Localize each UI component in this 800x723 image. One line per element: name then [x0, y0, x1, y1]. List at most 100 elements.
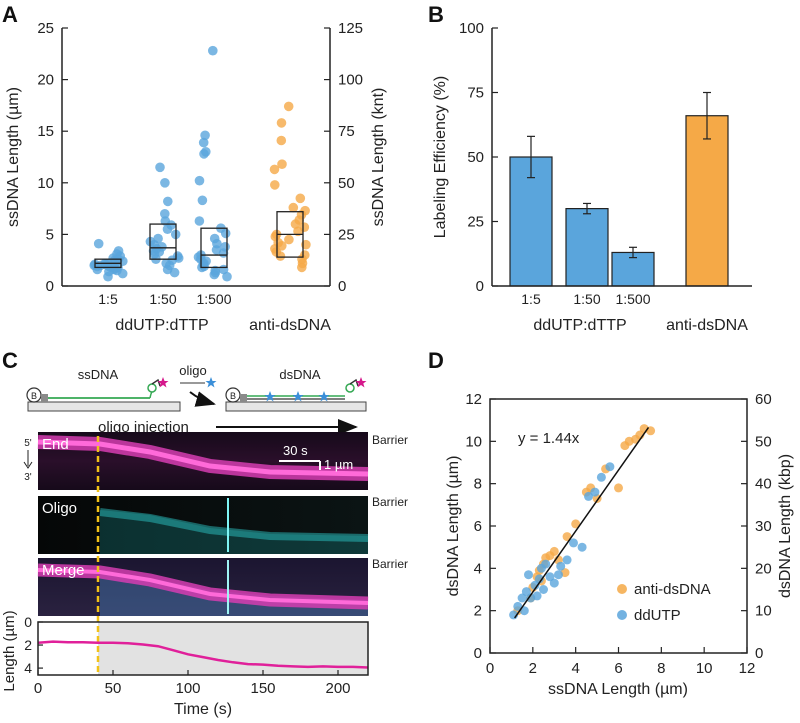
d-xtick-label: 12 [739, 660, 756, 677]
schematic-bound-oligo-star [292, 391, 304, 402]
orientation-arrow-icon [23, 461, 33, 469]
barrier-label-end: Barrier [372, 433, 408, 447]
a-point-1:500 [222, 271, 232, 282]
d-point-ddUTP [521, 587, 531, 597]
kymograph-merge: Merge [37, 558, 369, 616]
a-point-1:5 [93, 238, 104, 249]
panel-a-ylabel: ssDNA Length (µm) [5, 87, 22, 227]
schematic-left-hairpin [149, 391, 153, 399]
a-y2tick-label: 75 [338, 123, 355, 140]
panel-c: C ssDNA B oligo dsDNA B [1, 348, 408, 718]
d-ytick-label: 6 [474, 518, 482, 535]
a-point-1:500 [220, 242, 230, 252]
a-point-1:50 [160, 216, 171, 226]
schematic-right-loop [345, 383, 355, 393]
d-ytick-label: 8 [474, 476, 482, 493]
schematic-left-loop [147, 383, 157, 393]
a-point-anti-dsDNA [276, 135, 287, 146]
d-point-ddUTP [524, 570, 533, 580]
c-xtick-label: 100 [175, 680, 200, 697]
a-point-1:50 [172, 251, 183, 261]
d-xtick-label: 6 [614, 660, 622, 677]
d-fit-line [514, 427, 650, 619]
d-point-ddUTP [536, 563, 546, 573]
panel-a-extra-label: anti-dsDNA [249, 317, 331, 334]
a-ytick-label: 15 [37, 123, 54, 140]
d-point-ddUTP [605, 462, 615, 472]
a-point-anti-dsDNA [299, 222, 310, 232]
a-ytick-label: 0 [46, 278, 54, 295]
a-point-1:50 [160, 178, 170, 188]
panel-d-ylabel: dsDNA Length (µm) [445, 456, 462, 597]
a-point-anti-dsDNA [300, 250, 310, 260]
panel-c-letter: C [2, 348, 18, 373]
c-xtick-label: 150 [250, 680, 275, 697]
a-point-1:50 [155, 162, 165, 173]
panel-d-frame [489, 398, 748, 654]
panel-d-xlabel: ssDNA Length (µm) [548, 681, 688, 698]
b-bar-1:5 [509, 156, 553, 287]
scalebar-length-label: 1 µm [324, 457, 353, 472]
b-bar-anti-dsDNA [685, 115, 729, 287]
schematic-left-block [41, 394, 48, 402]
panel-d-fit-label: y = 1.44x [518, 430, 580, 447]
d-ytick-label: 10 [465, 433, 482, 450]
a-y2tick-label: 100 [338, 72, 363, 89]
d-point-ddUTP [545, 572, 555, 582]
d-y2tick-label: 30 [755, 518, 772, 535]
legend-anti-dsdna-marker [617, 584, 627, 594]
d-point-ddUTP [577, 542, 587, 552]
b-category-label: 1:500 [615, 291, 650, 307]
a-point-anti-dsDNA [295, 193, 306, 204]
b-category-label: 1:5 [521, 291, 541, 307]
legend-anti-dsdna-label: anti-dsDNA [634, 581, 711, 598]
a-point-1:50 [160, 209, 170, 219]
kymograph-oligo-signal [99, 508, 369, 542]
c-ytick-label: 4 [24, 660, 32, 676]
d-y2tick-label: 0 [755, 645, 763, 662]
b-bar-1:50 [565, 208, 609, 287]
d-point-ddUTP [569, 538, 578, 548]
d-point-ddUTP [530, 580, 540, 590]
panel-b-ylabel: Labeling Efficiency (%) [432, 76, 449, 238]
d-y2tick-label: 60 [755, 391, 772, 408]
d-point-ddUTP [517, 593, 527, 603]
panel-d-y2label: dsDNA Length (kbp) [777, 454, 794, 598]
a-point-1:500 [210, 265, 220, 276]
schematic-bound-oligo-star [264, 391, 276, 402]
d-ytick-label: 0 [474, 645, 482, 662]
a-point-anti-dsDNA [276, 118, 287, 128]
schematic-right-star [355, 377, 367, 388]
d-ytick-label: 2 [474, 603, 482, 620]
d-point-ddUTP [596, 472, 606, 482]
d-point-ddUTP [539, 585, 548, 594]
a-point-1:500 [194, 175, 205, 186]
c-xtick-label: 0 [34, 680, 42, 697]
a-point-1:50 [153, 233, 163, 244]
kymograph-end: End 30 s 1 µm [37, 432, 369, 490]
d-point-anti-dsDNA [614, 483, 623, 493]
orientation-3prime: 3' [24, 472, 32, 483]
panel-d-letter: D [428, 348, 444, 373]
kymograph-merge-signal-core [37, 568, 369, 605]
a-category-label: 1:500 [196, 291, 231, 307]
b-ytick-label: 100 [459, 20, 484, 37]
d-xtick-label: 0 [486, 660, 494, 677]
schematic-oligo-star [205, 377, 217, 388]
d-point-anti-dsDNA [549, 546, 559, 556]
a-point-1:500 [209, 233, 220, 244]
panel-b-group-label: ddUTP:dTTP [533, 317, 626, 334]
a-ytick-label: 10 [37, 175, 54, 192]
d-point-ddUTP [513, 601, 523, 611]
schematic-right-surface [225, 401, 367, 412]
a-ytick-label: 20 [37, 72, 54, 89]
oligo-injection-label: oligo injection [98, 419, 189, 436]
d-point-ddUTP [554, 570, 563, 580]
d-xtick-label: 8 [657, 660, 665, 677]
c-length-line [37, 640, 369, 669]
panel-a-letter: A [2, 2, 18, 27]
panel-c-ylabel: Length (µm) [1, 610, 18, 691]
b-category-label: 1:50 [573, 291, 600, 307]
a-point-1:500 [197, 195, 208, 206]
